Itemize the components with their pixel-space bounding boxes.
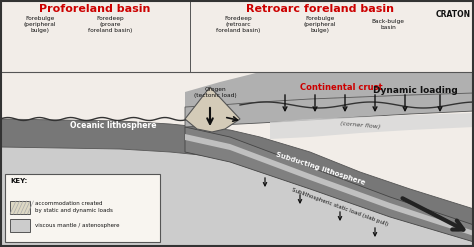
Text: Foredeep
(proare
foreland basin): Foredeep (proare foreland basin) (88, 16, 132, 33)
Text: Orogen
(tectonic load): Orogen (tectonic load) (193, 87, 237, 98)
Text: Forebulge
(peripheral
bulge): Forebulge (peripheral bulge) (304, 16, 336, 33)
Text: Continental crust: Continental crust (300, 82, 383, 91)
Text: Dynamic loading: Dynamic loading (373, 85, 457, 95)
Text: (corner flow): (corner flow) (340, 121, 380, 129)
Text: Proforeland basin: Proforeland basin (39, 4, 151, 14)
Text: accommodation created
by static and dynamic loads: accommodation created by static and dyna… (35, 201, 113, 213)
Polygon shape (185, 72, 474, 107)
Text: KEY:: KEY: (10, 178, 27, 184)
Text: Sublithospheric static load (slab pull): Sublithospheric static load (slab pull) (291, 187, 389, 227)
Text: viscous mantle / astenosphere: viscous mantle / astenosphere (35, 223, 119, 227)
Text: CRATON: CRATON (436, 10, 471, 19)
Polygon shape (270, 113, 474, 139)
Text: Back-bulge
basin: Back-bulge basin (372, 19, 404, 30)
Bar (5, 174, 160, 242)
Polygon shape (185, 93, 474, 127)
Polygon shape (0, 147, 474, 247)
Bar (10, 219, 30, 232)
Polygon shape (185, 127, 474, 242)
Text: Forebulge
(peripheral
bulge): Forebulge (peripheral bulge) (24, 16, 56, 33)
Bar (10, 201, 30, 214)
Text: Subducting lithosphere: Subducting lithosphere (274, 152, 365, 186)
Text: Foredeep
(retroarc
foreland basin): Foredeep (retroarc foreland basin) (216, 16, 260, 33)
Polygon shape (0, 119, 474, 235)
Text: Oceanic lithosphere: Oceanic lithosphere (70, 121, 156, 129)
Polygon shape (185, 87, 240, 132)
Polygon shape (185, 134, 474, 236)
Text: Retroarc foreland basin: Retroarc foreland basin (246, 4, 394, 14)
